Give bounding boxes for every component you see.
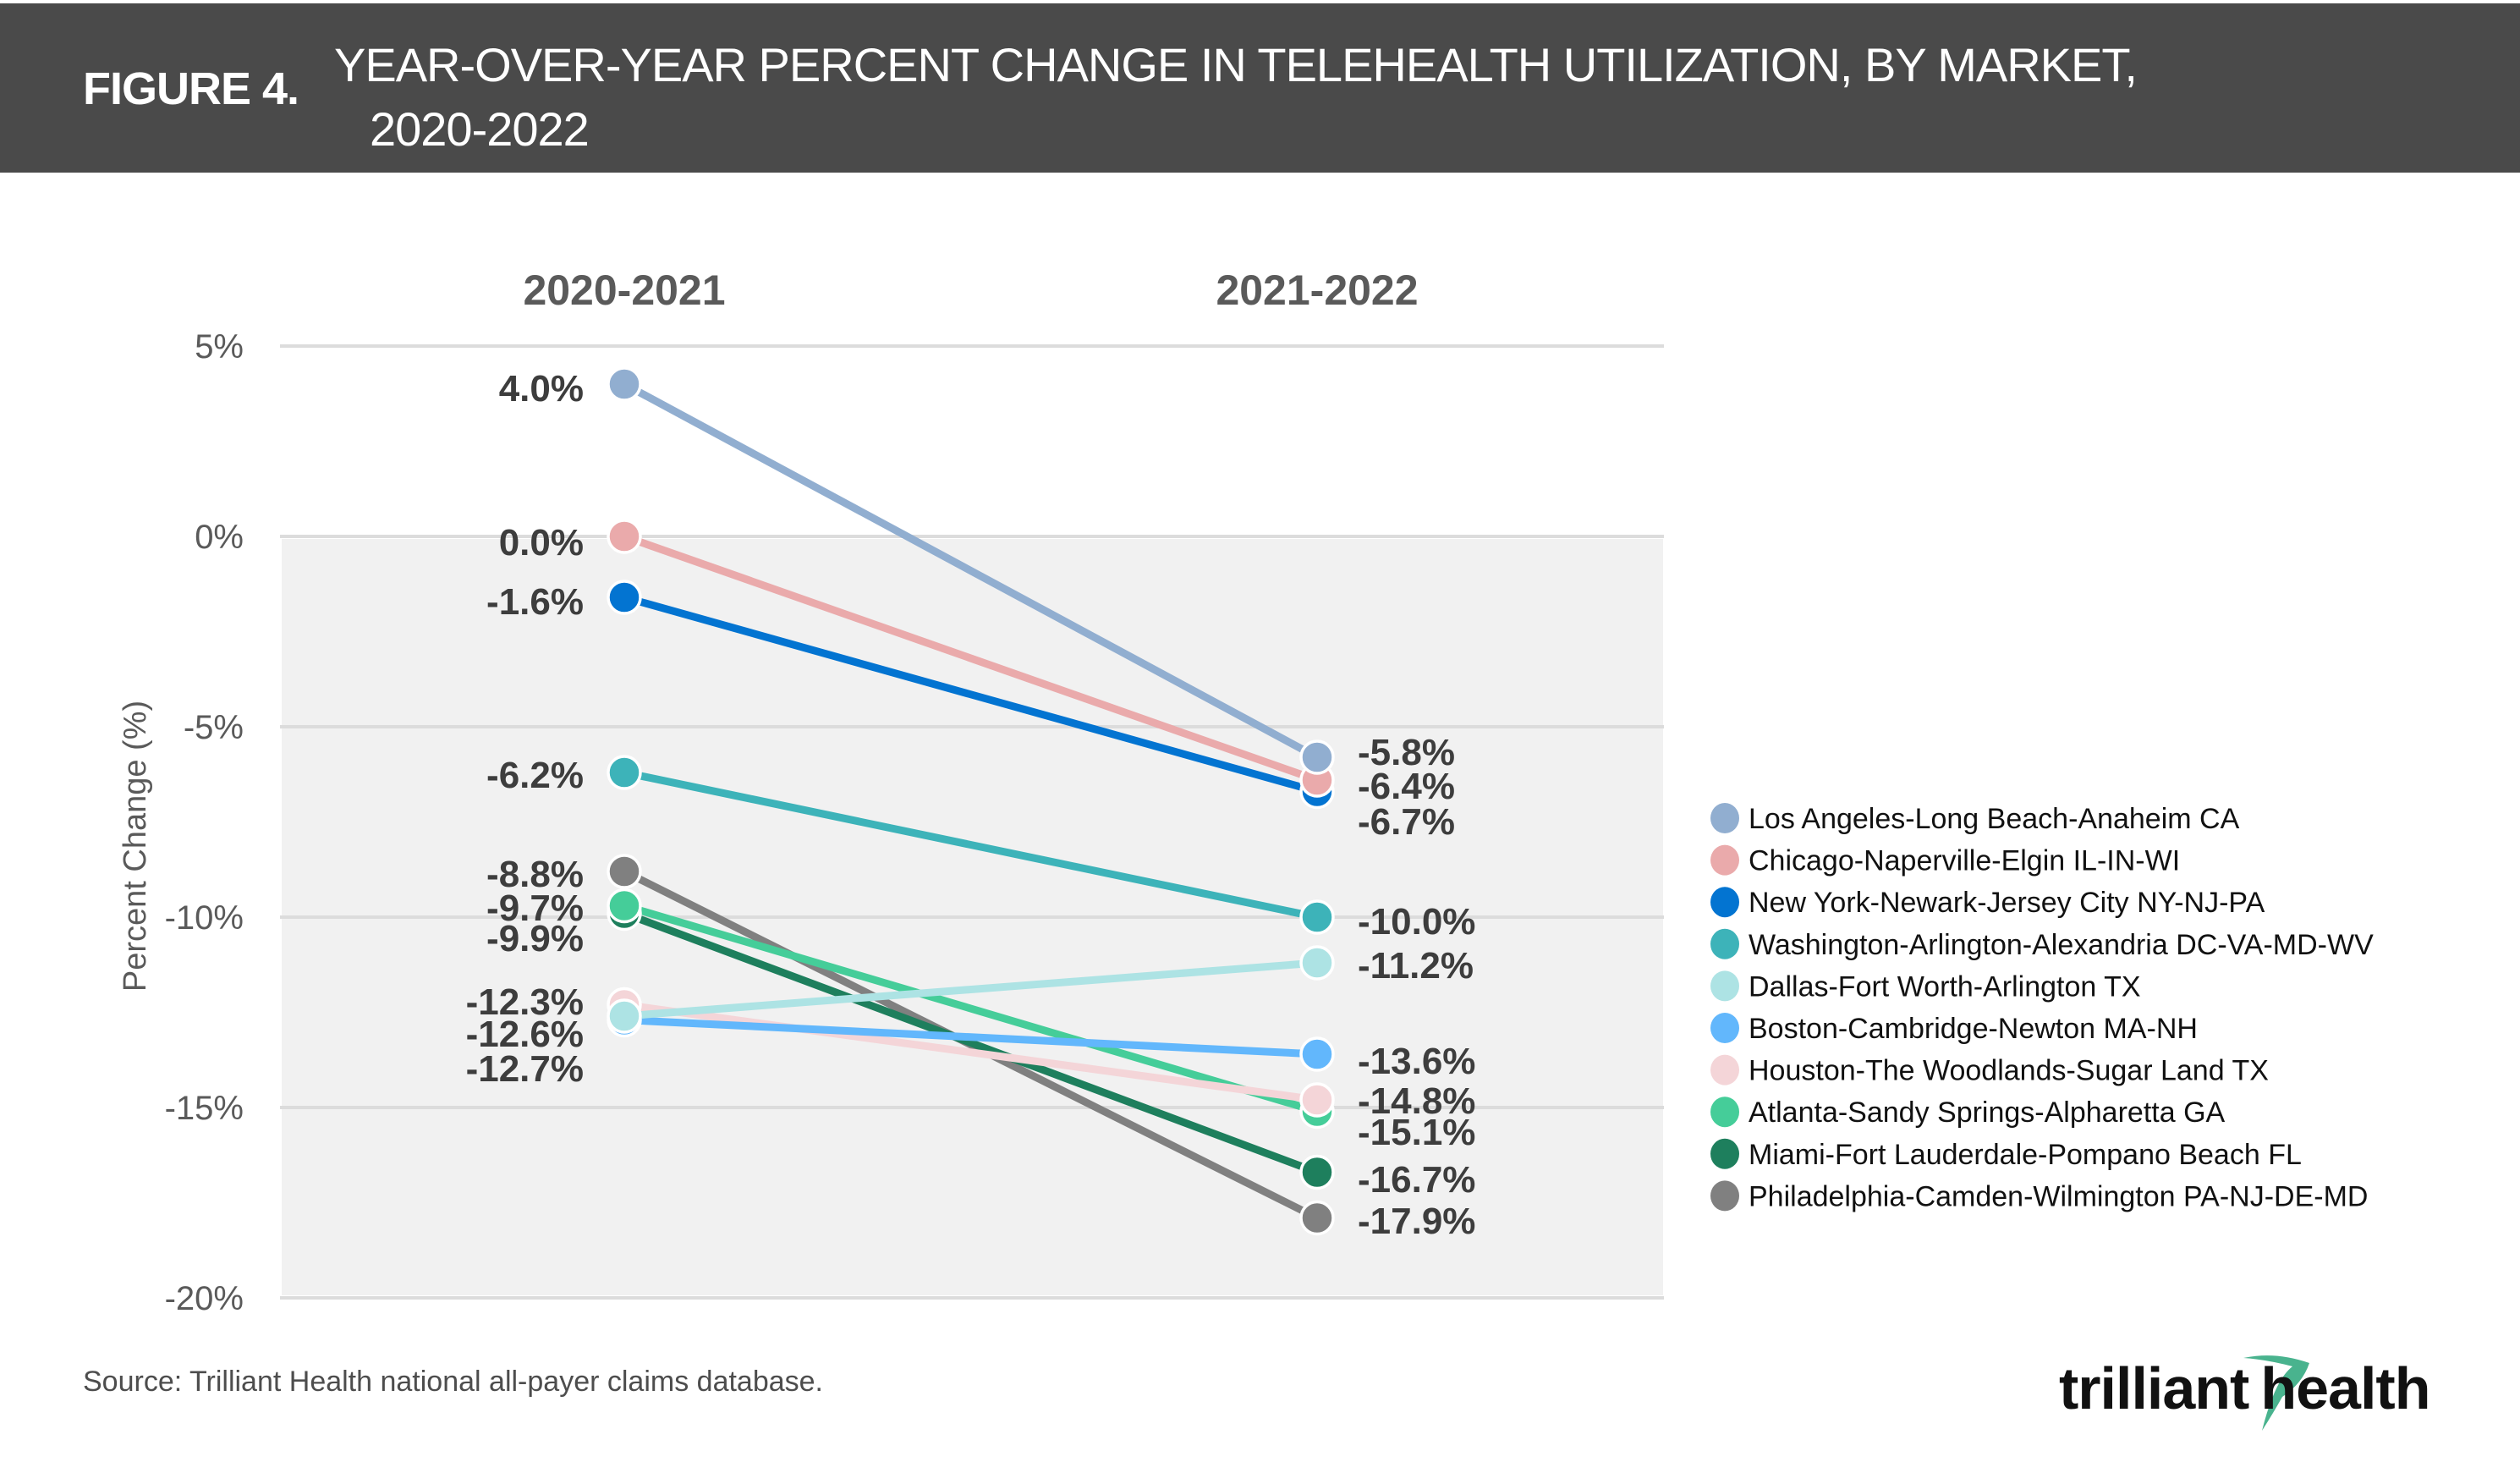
- legend-marker-icon: [1710, 1054, 1739, 1086]
- data-label-right: -6.7%: [1358, 801, 1455, 843]
- legend-marker-icon: [1710, 1180, 1739, 1212]
- legend-marker-icon: [1710, 803, 1739, 833]
- y-axis-label-group: Percent Change (%): [118, 701, 153, 992]
- legend-marker-icon: [1710, 970, 1739, 1002]
- legend-marker-icon: [1710, 1138, 1739, 1169]
- legend-marker-icon: [1710, 887, 1739, 918]
- source-note: Source: Trilliant Health national all-pa…: [83, 1366, 824, 1398]
- data-label-left: 4.0%: [499, 368, 584, 409]
- data-labels: 4.0%0.0%-1.6%-6.2%-8.8%-9.7%-9.9%-12.3%-…: [466, 368, 1476, 1242]
- data-label-left: -9.7%: [486, 888, 584, 929]
- logo-text-health: health: [2260, 1355, 2430, 1421]
- data-point[interactable]: [1299, 1036, 1335, 1072]
- legend-label: New York-Newark-Jersey City NY-NJ-PA: [1749, 887, 2265, 919]
- data-point[interactable]: [1299, 1082, 1335, 1118]
- data-label-right: -5.8%: [1358, 732, 1455, 773]
- data-point[interactable]: [607, 854, 642, 889]
- legend-label: Dallas-Fort Worth-Arlington TX: [1749, 970, 2141, 1003]
- legend-label: Los Angeles-Long Beach-Anaheim CA: [1749, 803, 2240, 835]
- legend-label: Boston-Cambridge-Newton MA-NH: [1749, 1013, 2198, 1045]
- series-lines: [620, 380, 1321, 1222]
- data-label-left: -6.2%: [486, 755, 584, 796]
- legend-marker-icon: [1710, 1097, 1739, 1128]
- y-tick-label: -15%: [165, 1090, 244, 1127]
- series-line: [620, 910, 1321, 1176]
- y-tick-label: -10%: [165, 899, 244, 937]
- legend-label: Chicago-Naperville-Elgin IL-IN-WI: [1749, 845, 2180, 877]
- logo-text-trilliant: trilliant: [2059, 1355, 2249, 1421]
- series-line: [620, 959, 1321, 1020]
- y-tick-label: -5%: [184, 709, 244, 746]
- data-label-right: -15.1%: [1358, 1112, 1475, 1153]
- data-label-right: -14.8%: [1358, 1080, 1475, 1122]
- legend: Los Angeles-Long Beach-Anaheim CA Chicago…: [1710, 803, 2374, 1212]
- legend-label: Washington-Arlington-Alexandria DC-VA-MD…: [1749, 929, 2374, 961]
- data-label-right: -11.2%: [1358, 945, 1474, 987]
- figure-title-line2: 2020-2022: [370, 102, 590, 156]
- series-line: [620, 593, 1321, 795]
- legend-marker-icon: [1710, 1013, 1739, 1043]
- legend-marker-icon: [1710, 928, 1739, 959]
- data-point[interactable]: [1299, 1154, 1335, 1190]
- series-line: [620, 532, 1321, 784]
- trilliant-health-logo: trilliant health: [2056, 1349, 2462, 1434]
- legend-marker-icon: [1710, 844, 1739, 876]
- y-tick-labels: 5% 0% -5% -10% -15% -20%: [165, 328, 244, 1317]
- data-point[interactable]: [1299, 739, 1335, 775]
- series-line: [620, 380, 1321, 761]
- data-label-right: -16.7%: [1358, 1159, 1475, 1201]
- data-label-left: -1.6%: [486, 581, 584, 623]
- data-point[interactable]: [607, 366, 642, 402]
- legend-label: Atlanta-Sandy Springs-Alpharetta GA: [1749, 1097, 2226, 1129]
- figure-title-line1: YEAR-OVER-YEAR PERCENT CHANGE IN TELEHEA…: [334, 38, 2138, 91]
- series-line: [620, 1016, 1321, 1058]
- data-point[interactable]: [607, 888, 642, 924]
- series-line: [620, 902, 1321, 1115]
- category-label: 2020-2021: [523, 267, 725, 314]
- data-point[interactable]: [607, 755, 642, 790]
- logo-wordmark: trilliant health: [2059, 1355, 2431, 1422]
- data-label-left: -12.7%: [466, 1048, 584, 1090]
- data-label-right: -6.4%: [1358, 766, 1455, 807]
- data-label-right: -17.9%: [1358, 1201, 1475, 1242]
- legend-label: Philadelphia-Camden-Wilmington PA-NJ-DE-…: [1749, 1180, 2368, 1212]
- data-label-left: -12.3%: [466, 981, 584, 1023]
- gridlines: [280, 344, 1664, 1300]
- data-point[interactable]: [607, 580, 642, 615]
- data-point[interactable]: [607, 998, 642, 1034]
- category-label: 2021-2022: [1216, 267, 1418, 314]
- figure-header: FIGURE 4. YEAR-OVER-YEAR PERCENT CHANGE …: [0, 3, 2520, 173]
- series-line: [620, 1001, 1321, 1104]
- data-point[interactable]: [1299, 899, 1335, 935]
- legend-label: Miami-Fort Lauderdale-Pompano Beach FL: [1749, 1139, 2302, 1171]
- data-point[interactable]: [1299, 945, 1335, 981]
- logo-swoosh-icon: [2243, 1355, 2309, 1431]
- y-tick-label: 5%: [195, 328, 244, 366]
- data-label-left: 0.0%: [499, 522, 584, 563]
- data-label-left: -8.8%: [486, 854, 584, 895]
- y-tick-label: -20%: [165, 1280, 244, 1317]
- data-point[interactable]: [607, 519, 642, 554]
- category-labels: 2020-2021 2021-2022: [523, 267, 1418, 314]
- data-label-left: -9.9%: [486, 918, 584, 959]
- data-label-right: -13.6%: [1358, 1041, 1475, 1082]
- y-tick-label: 0%: [195, 519, 244, 556]
- data-label-left: -12.6%: [466, 1014, 584, 1055]
- y-axis-label: Percent Change (%): [118, 701, 153, 992]
- figure-label: FIGURE 4.: [83, 63, 299, 114]
- series-line: [620, 768, 1321, 921]
- data-point[interactable]: [1299, 1200, 1335, 1236]
- series-points: [607, 366, 1335, 1236]
- legend-label: Houston-The Woodlands-Sugar Land TX: [1749, 1055, 2269, 1087]
- data-label-right: -10.0%: [1358, 901, 1475, 943]
